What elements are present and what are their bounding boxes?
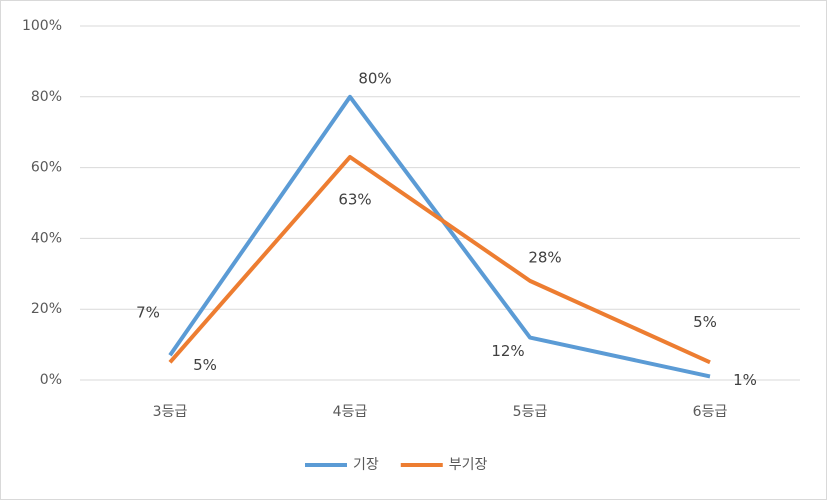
y-tick-label: 100% <box>22 18 62 34</box>
data-label: 80% <box>358 69 391 87</box>
y-tick-label: 0% <box>40 372 62 388</box>
data-label: 5% <box>193 356 217 374</box>
data-label: 63% <box>338 190 371 208</box>
y-tick-label: 60% <box>31 160 62 176</box>
x-tick-label: 6등급 <box>693 404 728 420</box>
y-tick-label: 20% <box>31 301 62 317</box>
y-tick-label: 40% <box>31 230 62 246</box>
x-tick-label: 4등급 <box>333 404 368 420</box>
data-label: 12% <box>491 342 524 360</box>
x-tick-label: 3등급 <box>153 404 188 420</box>
y-tick-label: 80% <box>31 89 62 105</box>
data-label: 28% <box>528 248 561 266</box>
series-line <box>168 154 711 365</box>
x-tick-label: 5등급 <box>513 404 548 420</box>
data-label: 7% <box>136 304 160 322</box>
data-label: 5% <box>693 313 717 331</box>
data-label: 1% <box>733 371 757 389</box>
legend-label: 부기장 <box>449 457 488 473</box>
legend-label: 기장 <box>353 457 379 473</box>
